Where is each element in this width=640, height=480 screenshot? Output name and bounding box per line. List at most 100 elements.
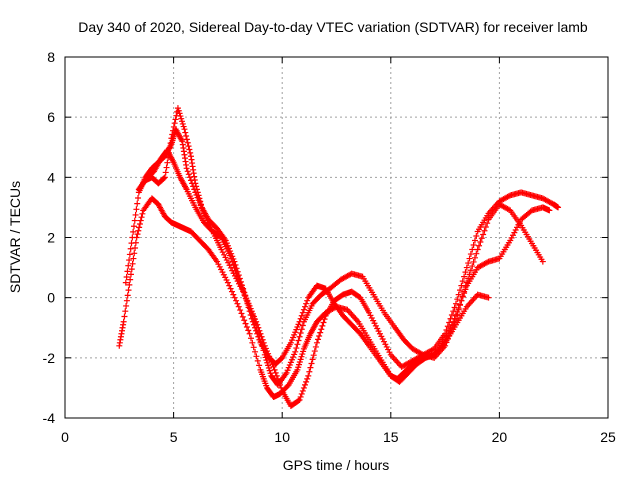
data-point (179, 120, 186, 127)
data-point (255, 324, 262, 331)
data-point (254, 357, 261, 364)
data-point (170, 123, 177, 130)
data-point (463, 264, 470, 271)
data-point (181, 126, 188, 133)
data-point (317, 329, 324, 336)
data-point (429, 346, 436, 353)
data-point (295, 364, 302, 371)
data-point (196, 195, 203, 202)
data-point (123, 302, 130, 309)
series-track-d (144, 147, 562, 409)
data-point (284, 383, 291, 390)
data-point (254, 321, 261, 328)
data-point (122, 279, 129, 286)
data-point (222, 254, 229, 261)
data-point (139, 210, 146, 217)
data-point (231, 264, 238, 271)
data-point (259, 336, 266, 343)
data-point (446, 319, 453, 326)
data-point (296, 358, 303, 365)
data-point (509, 232, 516, 239)
data-point (179, 118, 186, 125)
data-point (300, 306, 307, 313)
data-point (253, 318, 260, 325)
x-tick-label: 15 (383, 429, 399, 445)
data-point (368, 314, 375, 321)
data-point (292, 329, 299, 336)
data-point (296, 361, 303, 368)
data-point (485, 294, 492, 301)
data-point (450, 308, 457, 315)
data-point (473, 250, 480, 257)
data-point (216, 263, 223, 270)
y-tick-label: -2 (43, 350, 56, 366)
data-point (235, 303, 242, 310)
data-point (129, 260, 136, 267)
data-point (278, 384, 285, 391)
data-point (176, 110, 183, 117)
data-point (235, 276, 242, 283)
data-point (459, 278, 466, 285)
data-point (241, 317, 248, 324)
data-point (268, 358, 275, 365)
data-point (131, 250, 138, 257)
data-point (245, 327, 252, 334)
data-point (223, 276, 230, 283)
data-point (305, 372, 312, 379)
y-tick-label: 2 (47, 230, 55, 246)
data-point (295, 397, 302, 404)
data-point (261, 342, 268, 349)
data-point (121, 313, 128, 320)
data-point (163, 164, 170, 171)
data-point (291, 351, 298, 358)
data-point (193, 183, 200, 190)
data-point (471, 254, 478, 261)
data-point (295, 321, 302, 328)
data-point (372, 322, 379, 329)
data-point (218, 246, 225, 253)
x-tick-label: 20 (492, 429, 508, 445)
data-point (370, 317, 377, 324)
data-point (130, 228, 137, 235)
data-point (302, 303, 309, 310)
data-point (512, 226, 519, 233)
data-point (239, 313, 246, 320)
data-point (225, 259, 232, 266)
data-point (290, 334, 297, 341)
data-point (296, 396, 303, 403)
data-point (136, 220, 143, 227)
data-point (284, 367, 291, 374)
y-tick-label: 0 (47, 290, 55, 306)
data-point (260, 339, 267, 346)
data-point (186, 146, 193, 153)
data-point (383, 343, 390, 350)
data-point (250, 313, 257, 320)
data-point (123, 273, 130, 280)
data-point (452, 300, 459, 307)
data-point (192, 180, 199, 187)
data-point (465, 275, 472, 282)
data-point (178, 115, 185, 122)
data-point (175, 107, 182, 114)
data-point (219, 249, 226, 256)
data-point (266, 353, 273, 360)
data-point (227, 252, 234, 259)
data-point (125, 287, 132, 294)
series-track-a (116, 195, 553, 400)
data-point (126, 251, 133, 258)
data-point (283, 369, 290, 376)
y-tick-label: -4 (43, 410, 56, 426)
data-point (379, 336, 386, 343)
data-point (164, 159, 171, 166)
y-axis-label: SDTVAR / TECUs (7, 181, 23, 293)
data-point (215, 261, 222, 268)
data-point (257, 330, 264, 337)
data-point (226, 262, 233, 269)
data-point (462, 269, 469, 276)
data-point (256, 327, 263, 334)
data-point (232, 267, 239, 274)
data-point (448, 311, 455, 318)
data-point (458, 297, 465, 304)
data-point (299, 309, 306, 316)
data-point (286, 361, 293, 368)
